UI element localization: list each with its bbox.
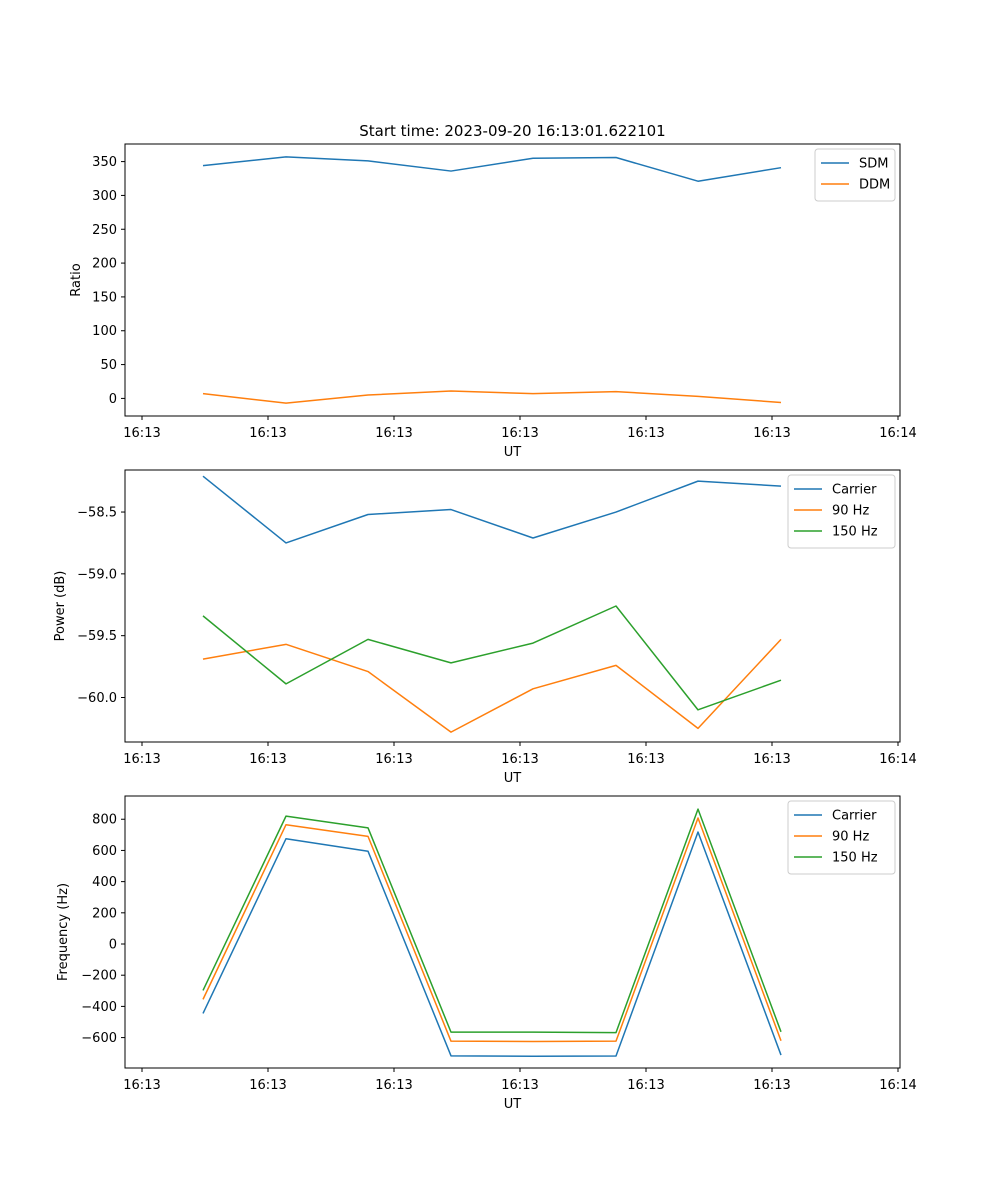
ratio-x-tick-label: 16:13 — [375, 426, 412, 441]
ratio-y-tick-label: 350 — [92, 155, 117, 170]
frequency-legend-box — [787, 800, 896, 875]
frequency-y-axis-label: Frequency (Hz) — [56, 883, 71, 981]
frequency-x-tick-label: 16:13 — [501, 1078, 538, 1093]
frequency-y-tick-label: 800 — [92, 813, 117, 828]
frequency-series-layer — [202, 808, 782, 1058]
power-legend-box — [787, 474, 896, 549]
power-series-150-hz-line — [202, 605, 782, 711]
power-legend: Carrier 90 Hz 150 Hz — [787, 474, 896, 549]
power-x-axis-label: UT — [504, 771, 522, 786]
ratio-series-sdm-line — [202, 156, 782, 182]
ratio-series-ddm-line — [202, 390, 782, 404]
frequency-legend: Carrier 90 Hz 150 Hz — [787, 800, 896, 875]
frequency-x-tick-label: 16:13 — [375, 1078, 412, 1093]
power-y-tick-label: −60.0 — [77, 691, 117, 706]
power-legend-label: 150 Hz — [832, 525, 878, 540]
power-series-90-hz-line — [202, 638, 782, 733]
ratio-y-tick-label: 50 — [100, 358, 117, 373]
power-y-ticks: −60.0 −59.5 −59.0 −58.5 — [77, 506, 125, 706]
power-x-tick-label: 16:14 — [879, 752, 916, 767]
ratio-y-tick-label: 200 — [92, 257, 117, 272]
power-series-carrier-line — [202, 475, 782, 544]
ratio-x-tick-label: 16:13 — [123, 426, 160, 441]
ratio-x-tick-label: 16:13 — [627, 426, 664, 441]
ratio-y-tick-label: 300 — [92, 189, 117, 204]
ratio-legend-box — [814, 148, 896, 202]
ratio-x-tick-label: 16:13 — [753, 426, 790, 441]
ratio-legend-label: SDM — [859, 157, 888, 172]
ratio-legend: SDM DDM — [814, 148, 896, 202]
power-x-tick-label: 16:13 — [753, 752, 790, 767]
ratio-series-layer — [202, 156, 782, 404]
frequency-series-150-hz-line — [202, 808, 782, 1034]
frequency-y-tick-label: −600 — [81, 1031, 117, 1046]
power-legend-label: Carrier — [832, 483, 877, 498]
ratio-x-tick-label: 16:14 — [879, 426, 916, 441]
ratio-y-tick-label: 250 — [92, 223, 117, 238]
frequency-series-90-hz-line — [202, 817, 782, 1043]
power-x-tick-label: 16:13 — [501, 752, 538, 767]
ratio-y-ticks: 0 50 100 150 200 250 300 350 — [92, 155, 125, 407]
frequency-y-ticks: −600 −400 −200 0 200 400 600 800 — [81, 813, 125, 1046]
frequency-x-tick-label: 16:14 — [879, 1078, 916, 1093]
frequency-y-tick-label: 600 — [92, 844, 117, 859]
frequency-series-carrier-line — [202, 831, 782, 1058]
frequency-y-tick-label: 200 — [92, 906, 117, 921]
figure-title: Start time: 2023-09-20 16:13:01.622101 — [359, 122, 665, 140]
panel-ratio: 16:13 16:13 16:13 16:13 16:13 16:13 16:14 0 50 1… — [69, 143, 917, 460]
power-x-tick-label: 16:13 — [375, 752, 412, 767]
ratio-y-tick-label: 0 — [109, 392, 117, 407]
frequency-x-tick-label: 16:13 — [249, 1078, 286, 1093]
panel-power: 16:13 16:13 16:13 16:13 16:13 16:13 16:14 −60.… — [53, 469, 917, 786]
ratio-y-tick-label: 150 — [92, 290, 117, 305]
frequency-y-tick-label: 0 — [109, 938, 117, 953]
power-y-axis-label: Power (dB) — [53, 571, 68, 642]
power-y-tick-label: −59.0 — [77, 567, 117, 582]
power-series-layer — [202, 475, 782, 733]
frequency-legend-label: Carrier — [832, 809, 877, 824]
frequency-y-tick-label: −400 — [81, 1000, 117, 1015]
power-axes-frame — [124, 469, 901, 743]
ratio-x-ticks: 16:13 16:13 16:13 16:13 16:13 16:13 16:14 — [123, 416, 917, 441]
power-x-tick-label: 16:13 — [627, 752, 664, 767]
frequency-x-tick-label: 16:13 — [627, 1078, 664, 1093]
power-x-tick-label: 16:13 — [249, 752, 286, 767]
ratio-x-tick-label: 16:13 — [501, 426, 538, 441]
frequency-y-tick-label: −200 — [81, 969, 117, 984]
ratio-legend-label: DDM — [859, 178, 890, 193]
power-y-tick-label: −58.5 — [77, 506, 117, 521]
ratio-axes-frame — [124, 143, 901, 417]
power-x-ticks: 16:13 16:13 16:13 16:13 16:13 16:13 16:14 — [123, 742, 917, 767]
frequency-x-tick-label: 16:13 — [123, 1078, 160, 1093]
frequency-legend-label: 150 Hz — [832, 851, 878, 866]
power-legend-label: 90 Hz — [832, 504, 869, 519]
frequency-legend-label: 90 Hz — [832, 830, 869, 845]
ratio-y-tick-label: 100 — [92, 324, 117, 339]
frequency-x-ticks: 16:13 16:13 16:13 16:13 16:13 16:13 16:14 — [123, 1068, 917, 1093]
panel-frequency: 16:13 16:13 16:13 16:13 16:13 16:13 16:14 −600… — [56, 795, 917, 1112]
frequency-x-axis-label: UT — [504, 1097, 522, 1112]
frequency-axes-frame — [124, 795, 901, 1069]
ratio-y-axis-label: Ratio — [69, 263, 84, 296]
frequency-x-tick-label: 16:13 — [753, 1078, 790, 1093]
frequency-y-tick-label: 400 — [92, 875, 117, 890]
ratio-x-tick-label: 16:13 — [249, 426, 286, 441]
power-x-tick-label: 16:13 — [123, 752, 160, 767]
ratio-x-axis-label: UT — [504, 445, 522, 460]
power-y-tick-label: −59.5 — [77, 629, 117, 644]
